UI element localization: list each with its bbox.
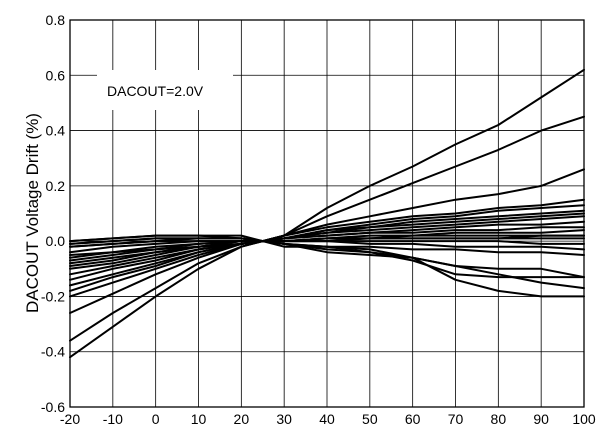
x-tick-label: 60	[405, 411, 421, 427]
x-tick-label: 20	[234, 411, 250, 427]
series-line-19	[69, 237, 585, 279]
x-tick-label: 100	[572, 411, 596, 427]
series-line-21	[69, 237, 585, 290]
y-tick-label: 0.8	[46, 12, 66, 28]
series-line-6	[69, 209, 585, 287]
y-axis-tick-labels: -0.6 -0.4 -0.2 0.0 0.2 0.4 0.6 0.8	[41, 12, 65, 415]
x-tick-label: -10	[103, 411, 123, 427]
y-tick-label: -0.4	[41, 344, 65, 360]
x-tick-label: 0	[152, 411, 160, 427]
y-tick-label: -0.2	[41, 288, 65, 304]
y-tick-label: -0.6	[41, 399, 65, 415]
annotation-background	[97, 70, 233, 110]
series-line-8	[69, 215, 585, 276]
x-tick-label: -20	[60, 411, 80, 427]
series-lines	[69, 68, 585, 359]
series-line-3	[69, 168, 585, 314]
y-tick-label: 0.2	[46, 178, 66, 194]
x-tick-label: 70	[448, 411, 464, 427]
x-tick-label: 40	[319, 411, 335, 427]
y-tick-label: 0.6	[46, 67, 66, 83]
y-tick-label: 0.0	[46, 233, 66, 249]
x-tick-label: 30	[276, 411, 292, 427]
x-tick-label: 50	[362, 411, 378, 427]
x-tick-label: 80	[491, 411, 507, 427]
x-tick-label: 10	[191, 411, 207, 427]
y-tick-label: 0.4	[46, 123, 66, 139]
series-line-20	[69, 234, 585, 298]
series-line-4	[69, 198, 585, 298]
x-axis-tick-labels: -20 -10 0 10 20 30 40 50 60 70 80 90 100	[60, 411, 596, 427]
annotation-box: DACOUT=2.0V	[97, 70, 233, 110]
y-axis-label: DACOUT Voltage Drift (%)	[23, 113, 42, 313]
annotation-label: DACOUT=2.0V	[107, 83, 204, 99]
series-line-2	[69, 115, 585, 342]
plot-frame	[69, 19, 585, 408]
series-line-1	[69, 68, 585, 359]
x-tick-label: 90	[533, 411, 549, 427]
